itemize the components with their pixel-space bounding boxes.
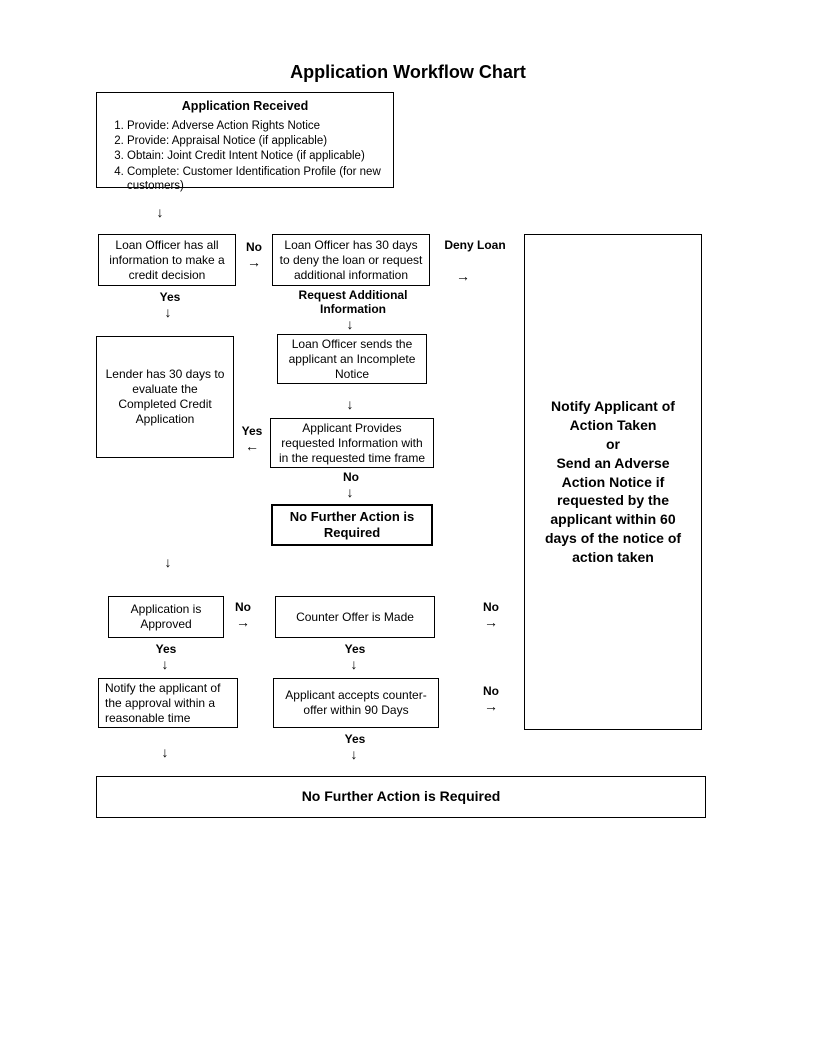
node-notify-approval: Notify the applicant of the approval wit… [98, 678, 238, 728]
arrow-down-icon: ↓ [340, 316, 360, 332]
node-accepts-counter: Applicant accepts counter-offer within 9… [273, 678, 439, 728]
arrow-down-icon: ↓ [344, 746, 364, 762]
arrow-right-icon: → [478, 698, 504, 714]
arrow-down-icon: ↓ [155, 656, 175, 672]
arrow-down-icon: ↓ [158, 554, 178, 570]
node-has-all-info: Loan Officer has all information to make… [98, 234, 236, 286]
edge-label-yes: Yes [155, 290, 185, 304]
flowchart-page: Application Workflow Chart Application R… [0, 0, 816, 1056]
node-notify-action: Notify Applicant of Action Taken or Send… [524, 234, 702, 730]
node-application-received: Application Received Provide: Adverse Ac… [96, 92, 394, 188]
edge-label-no: No [478, 600, 504, 614]
node-no-further-action-1: No Further Action is Required [271, 504, 433, 546]
arrow-right-icon: → [478, 614, 504, 630]
edge-label-no: No [241, 240, 267, 254]
node-thirty-days-deny: Loan Officer has 30 days to deny the loa… [272, 234, 430, 286]
arrow-down-icon: ↓ [150, 204, 170, 220]
arrow-right-icon: → [230, 614, 256, 630]
chart-title: Application Workflow Chart [0, 62, 816, 83]
edge-label-yes: Yes [151, 642, 181, 656]
app-received-step: Provide: Appraisal Notice (if applicable… [127, 134, 385, 148]
edge-label-request-additional: Request Additional Information [278, 288, 428, 317]
edge-label-deny-loan: Deny Loan [440, 238, 510, 252]
arrow-down-icon: ↓ [155, 744, 175, 760]
arrow-down-icon: ↓ [340, 396, 360, 412]
node-lender-eval: Lender has 30 days to evaluate the Compl… [96, 336, 234, 458]
edge-label-no: No [338, 470, 364, 484]
edge-label-no: No [230, 600, 256, 614]
edge-label-no: No [478, 684, 504, 698]
arrow-left-icon: ← [240, 438, 264, 454]
node-no-further-action-2: No Further Action is Required [96, 776, 706, 818]
arrow-right-icon: → [450, 268, 476, 284]
node-application-received-list: Provide: Adverse Action Rights Notice Pr… [105, 119, 385, 194]
app-received-step: Complete: Customer Identification Profil… [127, 165, 385, 194]
app-received-step: Obtain: Joint Credit Intent Notice (if a… [127, 149, 385, 163]
arrow-down-icon: ↓ [344, 656, 364, 672]
arrow-right-icon: → [241, 254, 267, 270]
node-counter-offer: Counter Offer is Made [275, 596, 435, 638]
app-received-step: Provide: Adverse Action Rights Notice [127, 119, 385, 133]
arrow-down-icon: ↓ [158, 304, 178, 320]
edge-label-yes: Yes [340, 642, 370, 656]
arrow-down-icon: ↓ [340, 484, 360, 500]
edge-label-yes: Yes [238, 424, 266, 438]
edge-label-yes: Yes [340, 732, 370, 746]
node-provides-info: Applicant Provides requested Information… [270, 418, 434, 468]
node-app-approved: Application is Approved [108, 596, 224, 638]
node-application-received-header: Application Received [105, 99, 385, 115]
node-incomplete-notice: Loan Officer sends the applicant an Inco… [277, 334, 427, 384]
